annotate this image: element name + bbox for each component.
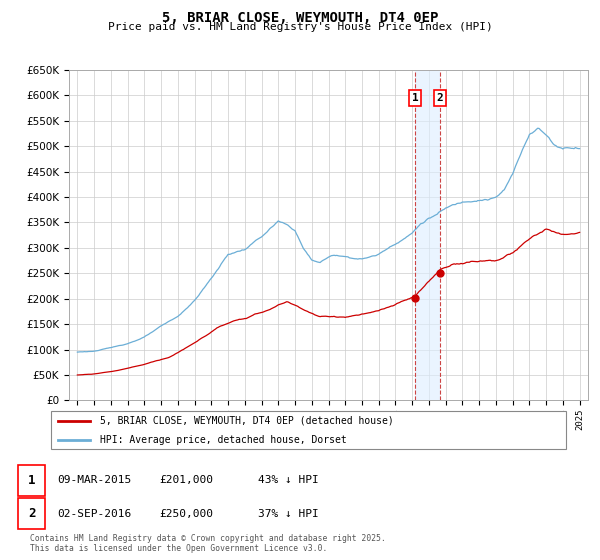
Text: 2: 2 bbox=[437, 93, 443, 103]
Text: 43% ↓ HPI: 43% ↓ HPI bbox=[258, 475, 319, 485]
Text: 5, BRIAR CLOSE, WEYMOUTH, DT4 0EP (detached house): 5, BRIAR CLOSE, WEYMOUTH, DT4 0EP (detac… bbox=[100, 416, 394, 426]
Text: 1: 1 bbox=[28, 474, 35, 487]
Text: 1: 1 bbox=[412, 93, 418, 103]
Text: 09-MAR-2015: 09-MAR-2015 bbox=[57, 475, 131, 485]
Text: 2: 2 bbox=[28, 507, 35, 520]
Text: 5, BRIAR CLOSE, WEYMOUTH, DT4 0EP: 5, BRIAR CLOSE, WEYMOUTH, DT4 0EP bbox=[162, 11, 438, 25]
Text: Price paid vs. HM Land Registry's House Price Index (HPI): Price paid vs. HM Land Registry's House … bbox=[107, 22, 493, 32]
FancyBboxPatch shape bbox=[50, 411, 566, 449]
Text: 37% ↓ HPI: 37% ↓ HPI bbox=[258, 509, 319, 519]
Bar bbox=[415, 70, 440, 400]
Text: HPI: Average price, detached house, Dorset: HPI: Average price, detached house, Dors… bbox=[100, 435, 347, 445]
Text: £201,000: £201,000 bbox=[159, 475, 213, 485]
Text: 02-SEP-2016: 02-SEP-2016 bbox=[57, 509, 131, 519]
Text: £250,000: £250,000 bbox=[159, 509, 213, 519]
Text: Contains HM Land Registry data © Crown copyright and database right 2025.
This d: Contains HM Land Registry data © Crown c… bbox=[30, 534, 386, 553]
